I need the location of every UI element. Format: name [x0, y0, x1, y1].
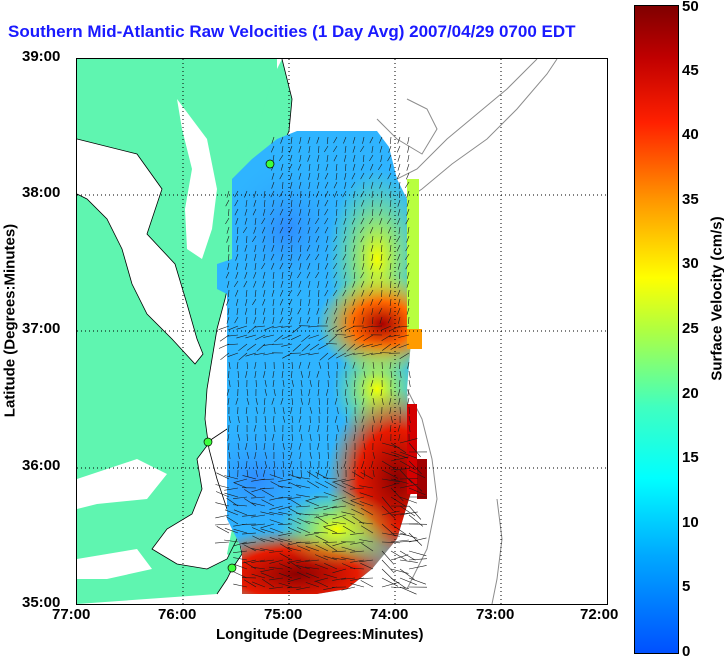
velocity-arrow	[407, 164, 409, 171]
x-tick-label: 77:00	[52, 606, 90, 623]
velocity-arrow	[390, 137, 391, 144]
x-tick-label: 72:00	[580, 606, 618, 623]
velocity-arrow	[382, 582, 399, 587]
y-tick-label: 37:00	[22, 320, 60, 337]
velocity-arrow	[398, 155, 400, 162]
colorbar-tick: 35	[682, 191, 699, 208]
x-axis-label: Longitude (Degrees:Minutes)	[216, 626, 424, 643]
x-tick-label: 73:00	[476, 606, 514, 623]
colorbar-tick: 30	[682, 255, 699, 272]
velocity-arrow	[408, 137, 409, 144]
velocity-arrow	[409, 551, 426, 556]
x-tick-label: 75:00	[264, 606, 302, 623]
velocity-arrow	[409, 380, 410, 387]
velocity-arrow	[400, 560, 418, 563]
velocity-arrow	[408, 155, 409, 162]
velocity-arrow	[397, 146, 400, 152]
velocity-arrow	[400, 569, 415, 580]
x-tick-label: 74:00	[370, 606, 408, 623]
colorbar-tick: 40	[682, 126, 699, 143]
colorbar-tick: 0	[682, 643, 690, 660]
colorbar-tick: 15	[682, 449, 699, 466]
velocity-arrow	[409, 515, 423, 526]
velocity-arrow	[409, 371, 410, 378]
velocity-arrow	[359, 578, 373, 579]
y-axis-label: Latitude (Degrees:Minutes)	[2, 216, 19, 426]
velocity-arrow	[361, 580, 373, 587]
velocity-arrow	[408, 398, 410, 405]
station-marker	[266, 160, 274, 168]
velocity-arrow	[400, 533, 417, 538]
colorbar-tick: 5	[682, 578, 690, 595]
station-marker	[204, 438, 212, 446]
velocity-arrow	[382, 551, 394, 564]
y-tick-label: 36:00	[22, 457, 60, 474]
colorbar-tick: 50	[682, 0, 699, 15]
velocity-arrow	[409, 559, 427, 560]
colorbar	[634, 5, 679, 654]
colorbar-label: Surface Velocity (cm/s)	[709, 194, 724, 404]
colorbar-tick: 25	[682, 320, 699, 337]
velocity-arrow	[391, 551, 406, 560]
y-tick-label: 38:00	[22, 184, 60, 201]
velocity-map[interactable]	[76, 58, 608, 605]
map-canvas	[77, 59, 607, 604]
x-tick-label: 76:00	[158, 606, 196, 623]
velocity-arrow	[398, 164, 400, 171]
velocity-arrow	[351, 583, 365, 587]
velocity-arrow	[409, 578, 426, 584]
station-marker	[228, 564, 236, 572]
colorbar-tick: 10	[682, 514, 699, 531]
velocity-arrow	[391, 555, 408, 560]
velocity-arrow	[409, 506, 421, 520]
map-title: Southern Mid-Atlantic Raw Velocities (1 …	[8, 22, 576, 42]
colorbar-tick: 45	[682, 62, 699, 79]
velocity-arrow	[408, 146, 410, 153]
colorbar-tick: 20	[682, 385, 699, 402]
y-tick-label: 39:00	[22, 48, 60, 65]
